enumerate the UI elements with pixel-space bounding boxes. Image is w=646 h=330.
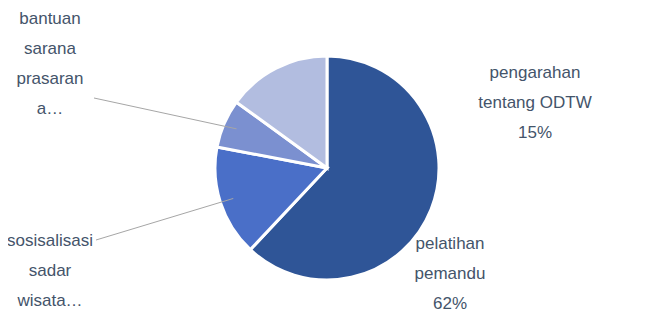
svg-text:bantuansaranaprasarana…: bantuansaranaprasarana…	[16, 9, 83, 118]
svg-text:pelatihanpemandu62%: pelatihanpemandu62%	[415, 234, 486, 313]
svg-text:sosisalisasisadarwisata…: sosisalisasisadarwisata…	[8, 231, 93, 310]
svg-text:pengarahantentang ODTW15%: pengarahantentang ODTW15%	[478, 63, 591, 142]
